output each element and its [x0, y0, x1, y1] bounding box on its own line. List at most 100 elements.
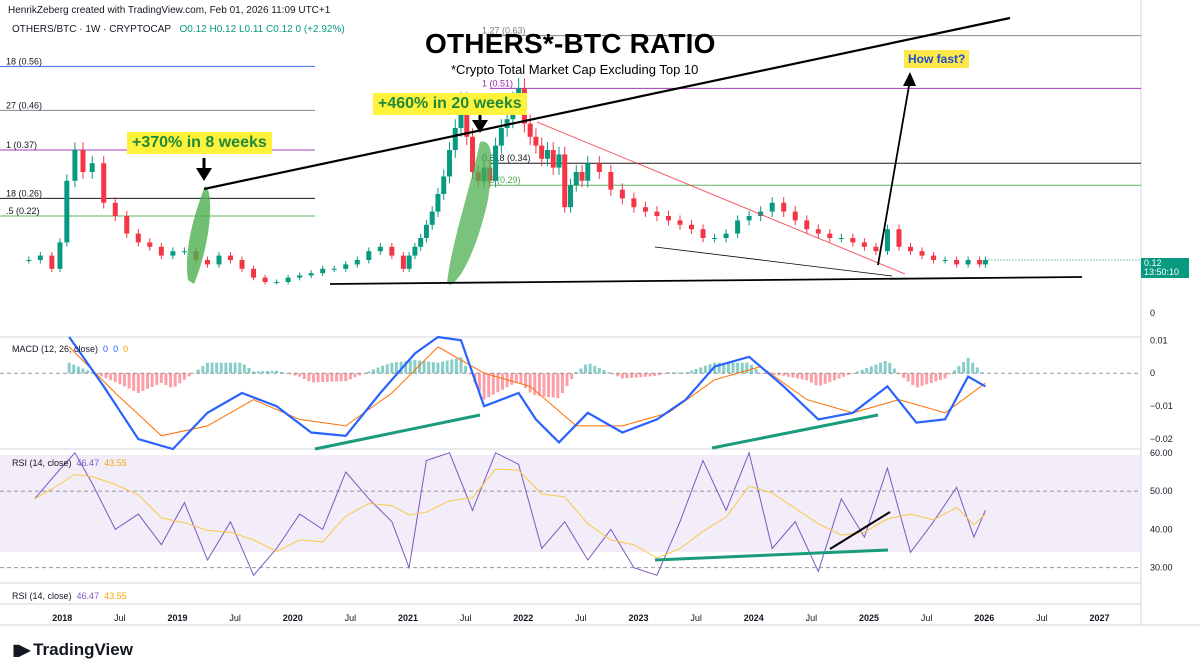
rsi-support-line — [654, 548, 889, 562]
macd-hist-bar-160 — [805, 373, 809, 381]
macd-hist-bar-169 — [846, 373, 850, 375]
candle-body-28 — [331, 268, 337, 270]
macd-hist-bar-186 — [925, 373, 929, 385]
candle-body-67 — [596, 163, 602, 172]
macd-hist-bar-25 — [182, 373, 186, 380]
macd-hist-bar-24 — [178, 373, 182, 384]
candle-body-58 — [539, 145, 545, 159]
macd-legend[interactable]: MACD (12, 26, close) 0 0 0 — [12, 344, 128, 354]
candle-body-98 — [954, 260, 960, 265]
candle-body-100 — [977, 260, 983, 265]
rsi-legend[interactable]: RSI (14, close) 46.47 43.55 — [12, 458, 127, 468]
macd-hist-bar-190 — [943, 373, 947, 379]
price-candles — [26, 78, 1141, 285]
macd-hist-bar-159 — [800, 373, 804, 380]
macd-hist-bar-33 — [219, 362, 223, 374]
macd-hist-bar-8 — [104, 373, 108, 379]
last-price-value: 0.12 — [1144, 258, 1162, 268]
macd-hist-bar-91 — [487, 373, 491, 398]
macd-hist-bar-96 — [510, 373, 514, 385]
macd-hist-bar-173 — [865, 367, 869, 374]
macd-hist-bar-149 — [754, 369, 758, 374]
macd-hist-bar-77 — [422, 361, 426, 374]
candle-body-40 — [435, 194, 441, 212]
macd-hist-bar-163 — [819, 373, 823, 386]
rsi-axis-label-0: 60.00 — [1150, 448, 1173, 458]
macd-hist-bar-142 — [722, 362, 726, 374]
macd-hist-bar-196 — [971, 362, 975, 374]
candle-body-60 — [550, 150, 556, 168]
macd-hist-bar-47 — [284, 373, 288, 374]
time-axis-label-8: 2022 — [513, 613, 533, 623]
candle-body-82 — [769, 202, 775, 212]
time-axis-label-15: Jul — [921, 613, 933, 623]
macd-hist-bar-178 — [888, 362, 892, 374]
candle-body-50 — [493, 145, 499, 181]
macd-hist-bar-104 — [547, 373, 551, 398]
macd-hist-bar-134 — [685, 372, 689, 374]
axes: 0 0.01 0 −0.01 −0.02 60.00 50.00 40.00 30.00 2018… — [52, 308, 1173, 623]
candle-body-41 — [441, 176, 447, 194]
macd-hist-bar-180 — [897, 373, 901, 375]
candle-body-51 — [498, 128, 504, 146]
rsi-legend-name: RSI (14, close) — [12, 458, 72, 468]
candle-body-90 — [861, 242, 867, 247]
macd-hist-bar-26 — [187, 373, 191, 377]
candle-body-35 — [406, 255, 412, 269]
candle-body-65 — [579, 172, 585, 181]
tradingview-logo[interactable]: ▮▶ TradingView — [12, 640, 133, 660]
candle-body-0 — [26, 260, 32, 261]
bar-countdown: 13:50:10 — [1144, 267, 1180, 277]
macd-hist-bar-65 — [367, 371, 371, 374]
time-axis-label-0: 2018 — [52, 613, 72, 623]
macd-hist-bar-98 — [519, 373, 523, 384]
macd-hist-bar-20 — [159, 373, 163, 383]
macd-hist-bar-168 — [842, 373, 846, 377]
macd-hist-bar-181 — [902, 373, 906, 378]
macd-hist-bar-144 — [731, 362, 735, 374]
macd-hist-bar-28 — [196, 369, 200, 374]
macd-hist-bar-12 — [122, 373, 126, 387]
macd-legend-v3: 0 — [123, 344, 129, 354]
candle-body-92 — [884, 229, 890, 252]
macd-hist-bar-80 — [436, 362, 440, 374]
candle-body-63 — [568, 185, 573, 208]
macd-hist-bar-124 — [639, 373, 643, 378]
macd-hist-bar-38 — [242, 364, 246, 374]
macd-hist-bar-116 — [602, 370, 606, 374]
macd-hist-bar-147 — [745, 362, 749, 374]
macd-hist-bar-127 — [653, 373, 657, 377]
macd-hist-bar-122 — [630, 373, 634, 378]
rsi-axis-label-2: 40.00 — [1150, 524, 1173, 534]
macd-hist-bar-155 — [782, 373, 786, 376]
rsi-legend-bottom[interactable]: RSI (14, close) 46.47 43.55 — [12, 591, 127, 601]
macd-hist-bar-72 — [399, 361, 403, 374]
macd-hist-bar-48 — [288, 373, 292, 375]
time-axis-label-17: Jul — [1036, 613, 1048, 623]
macd-hist-bar-79 — [431, 362, 435, 374]
candle-body-1 — [37, 255, 43, 260]
candle-body-7 — [89, 163, 95, 172]
symbol-name[interactable]: OTHERS/BTC · 1W · CRYPTOCAP — [12, 24, 172, 35]
macd-hist-bar-126 — [648, 373, 652, 377]
macd-hist-bar-151 — [763, 373, 767, 374]
candle-body-39 — [429, 211, 435, 225]
rsi-line — [34, 451, 986, 577]
macd-hist-bar-35 — [229, 362, 233, 374]
macd-hist-bar-143 — [726, 362, 730, 374]
candle-body-24 — [285, 277, 291, 282]
candle-body-78 — [723, 233, 729, 238]
macd-hist-bar-0 — [67, 362, 71, 374]
upper-trendline — [203, 16, 1011, 191]
macd-hist-bar-117 — [607, 372, 611, 374]
macd-hist-bar-179 — [892, 368, 896, 374]
candle-body-33 — [389, 246, 395, 256]
candle-body-84 — [792, 211, 798, 221]
macd-hist-bar-1 — [72, 364, 76, 374]
macd-hist-bar-3 — [81, 368, 85, 374]
macd-hist-bar-131 — [671, 372, 675, 374]
macd-hist-bar-103 — [542, 373, 546, 397]
macd-hist-bar-82 — [445, 360, 449, 374]
macd-hist-bar-192 — [952, 370, 956, 374]
macd-hist-bar-49 — [293, 373, 297, 376]
